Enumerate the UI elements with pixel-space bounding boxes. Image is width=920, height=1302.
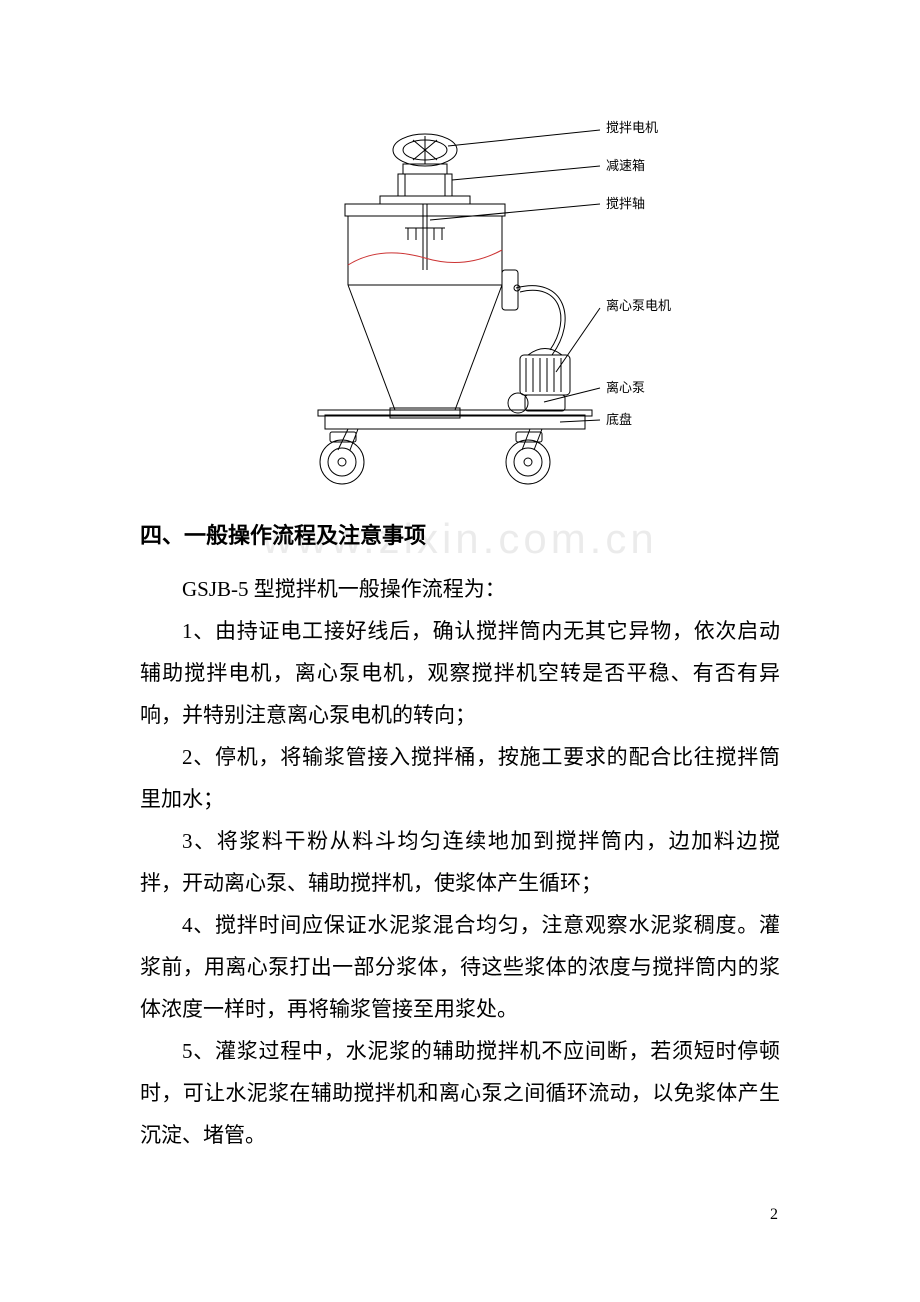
page-content: 搅拌电机 减速箱 搅拌轴 离心泵电机 离心泵 底盘 四、一般操作流程及注意事项 … bbox=[140, 110, 780, 1156]
label-chassis: 底盘 bbox=[606, 412, 632, 427]
label-gearbox: 减速箱 bbox=[606, 158, 645, 173]
section-heading: 四、一般操作流程及注意事项 bbox=[140, 518, 780, 550]
label-centrifugal-motor: 离心泵电机 bbox=[606, 298, 671, 313]
page-number: 2 bbox=[770, 1206, 778, 1224]
label-centrifugal-pump: 离心泵 bbox=[606, 380, 645, 395]
paragraph-4: 4、搅拌时间应保证水泥浆混合均匀，注意观察水泥浆稠度。灌浆前，用离心泵打出一部分… bbox=[140, 904, 780, 1030]
paragraph-5: 5、灌浆过程中，水泥浆的辅助搅拌机不应间断，若须短时停顿时，可让水泥浆在辅助搅拌… bbox=[140, 1030, 780, 1156]
mixer-diagram: 搅拌电机 减速箱 搅拌轴 离心泵电机 离心泵 底盘 bbox=[230, 110, 690, 490]
paragraph-1: 1、由持证电工接好线后，确认搅拌筒内无其它异物，依次启动辅助搅拌电机，离心泵电机… bbox=[140, 610, 780, 736]
paragraph-3: 3、将浆料干粉从料斗均匀连续地加到搅拌筒内，边加料边搅拌，开动离心泵、辅助搅拌机… bbox=[140, 820, 780, 904]
body-text: GSJB-5 型搅拌机一般操作流程为： 1、由持证电工接好线后，确认搅拌筒内无其… bbox=[140, 568, 780, 1156]
paragraph-intro: GSJB-5 型搅拌机一般操作流程为： bbox=[140, 568, 780, 610]
diagram-container: 搅拌电机 减速箱 搅拌轴 离心泵电机 离心泵 底盘 bbox=[140, 110, 780, 490]
paragraph-2: 2、停机，将输浆管接入搅拌桶，按施工要求的配合比往搅拌筒里加水； bbox=[140, 736, 780, 820]
label-motor: 搅拌电机 bbox=[606, 120, 658, 135]
label-shaft: 搅拌轴 bbox=[606, 196, 645, 211]
